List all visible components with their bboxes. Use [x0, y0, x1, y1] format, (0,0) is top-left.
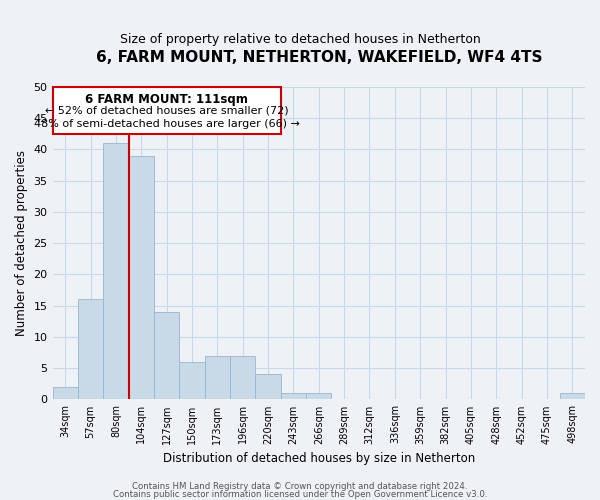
- Text: ← 52% of detached houses are smaller (72): ← 52% of detached houses are smaller (72…: [45, 106, 289, 116]
- Bar: [128, 156, 154, 400]
- Text: Contains public sector information licensed under the Open Government Licence v3: Contains public sector information licen…: [113, 490, 487, 499]
- Y-axis label: Number of detached properties: Number of detached properties: [15, 150, 28, 336]
- Bar: [103, 143, 128, 400]
- Bar: [53, 87, 281, 134]
- Bar: [306, 393, 331, 400]
- Text: 6 FARM MOUNT: 111sqm: 6 FARM MOUNT: 111sqm: [85, 93, 248, 106]
- Bar: [154, 312, 179, 400]
- Text: 48% of semi-detached houses are larger (66) →: 48% of semi-detached houses are larger (…: [34, 120, 299, 130]
- Bar: [205, 356, 230, 400]
- Text: Contains HM Land Registry data © Crown copyright and database right 2024.: Contains HM Land Registry data © Crown c…: [132, 482, 468, 491]
- Bar: [560, 393, 585, 400]
- Title: 6, FARM MOUNT, NETHERTON, WAKEFIELD, WF4 4TS: 6, FARM MOUNT, NETHERTON, WAKEFIELD, WF4…: [95, 50, 542, 65]
- Bar: [53, 387, 78, 400]
- Bar: [78, 300, 103, 400]
- X-axis label: Distribution of detached houses by size in Netherton: Distribution of detached houses by size …: [163, 452, 475, 465]
- Bar: [281, 393, 306, 400]
- Bar: [256, 374, 281, 400]
- Bar: [179, 362, 205, 400]
- Text: Size of property relative to detached houses in Netherton: Size of property relative to detached ho…: [119, 32, 481, 46]
- Bar: [230, 356, 256, 400]
